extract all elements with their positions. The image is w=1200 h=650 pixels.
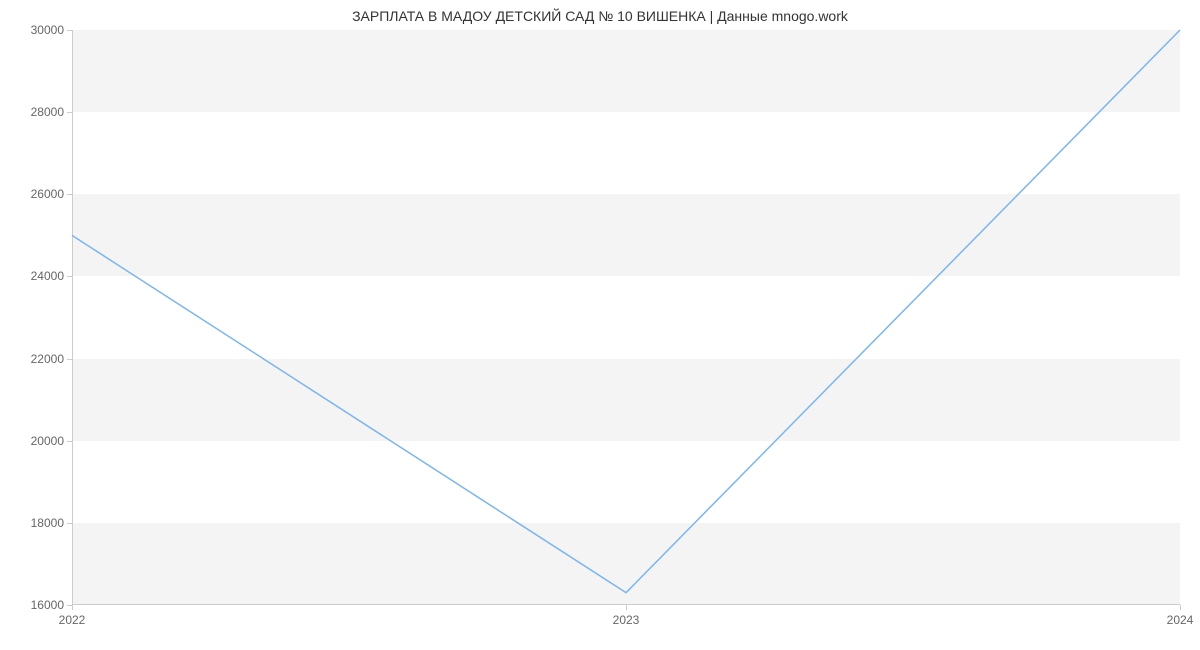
y-tick-label: 18000 — [31, 516, 64, 530]
y-tick-label: 30000 — [31, 23, 64, 37]
y-tick-label: 24000 — [31, 269, 64, 283]
y-tick-label: 28000 — [31, 105, 64, 119]
chart-title: ЗАРПЛАТА В МАДОУ ДЕТСКИЙ САД № 10 ВИШЕНК… — [0, 8, 1200, 24]
y-tick-label: 26000 — [31, 187, 64, 201]
data-line — [72, 30, 1180, 593]
y-tick-mark — [67, 359, 72, 360]
x-tick-label: 2023 — [613, 613, 640, 627]
x-tick-mark — [626, 605, 627, 610]
x-tick-label: 2022 — [59, 613, 86, 627]
y-tick-label: 16000 — [31, 598, 64, 612]
y-tick-label: 20000 — [31, 434, 64, 448]
line-series — [72, 30, 1180, 605]
plot-area: 1600018000200002200024000260002800030000… — [72, 30, 1180, 605]
y-tick-mark — [67, 112, 72, 113]
x-tick-mark — [1180, 605, 1181, 610]
x-tick-mark — [72, 605, 73, 610]
x-tick-label: 2024 — [1167, 613, 1194, 627]
y-tick-mark — [67, 30, 72, 31]
y-tick-mark — [67, 523, 72, 524]
y-tick-label: 22000 — [31, 352, 64, 366]
y-tick-mark — [67, 276, 72, 277]
y-tick-mark — [67, 441, 72, 442]
y-tick-mark — [67, 194, 72, 195]
